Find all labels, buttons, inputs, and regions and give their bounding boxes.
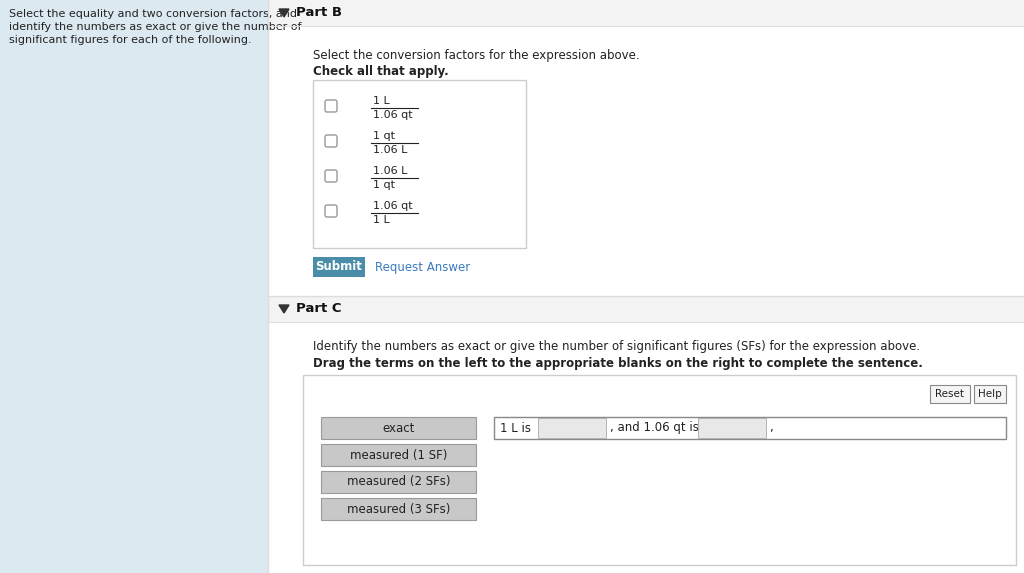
Text: 1.06 qt: 1.06 qt	[373, 201, 413, 211]
Polygon shape	[279, 305, 289, 313]
Text: significant figures for each of the following.: significant figures for each of the foll…	[9, 35, 252, 45]
FancyBboxPatch shape	[325, 135, 337, 147]
FancyBboxPatch shape	[538, 418, 606, 438]
Text: measured (2 SFs): measured (2 SFs)	[347, 476, 451, 489]
Text: 1.06 L: 1.06 L	[373, 166, 408, 176]
Text: Check all that apply.: Check all that apply.	[313, 65, 449, 78]
Text: Reset: Reset	[936, 389, 965, 399]
Text: identify the numbers as exact or give the number of: identify the numbers as exact or give th…	[9, 22, 301, 32]
Polygon shape	[279, 9, 289, 17]
FancyBboxPatch shape	[321, 417, 476, 439]
FancyBboxPatch shape	[325, 100, 337, 112]
Text: 1 L: 1 L	[373, 96, 390, 106]
Text: 1 L: 1 L	[373, 215, 390, 225]
FancyBboxPatch shape	[0, 0, 268, 573]
Text: 1 L is: 1 L is	[500, 422, 531, 434]
FancyBboxPatch shape	[321, 498, 476, 520]
Text: 1 qt: 1 qt	[373, 131, 395, 141]
Text: 1.06 L: 1.06 L	[373, 145, 408, 155]
Text: Part B: Part B	[296, 6, 342, 19]
FancyBboxPatch shape	[698, 418, 766, 438]
FancyBboxPatch shape	[313, 80, 526, 248]
Text: ,: ,	[769, 422, 773, 434]
Text: Request Answer: Request Answer	[375, 261, 470, 273]
FancyBboxPatch shape	[321, 471, 476, 493]
Text: Identify the numbers as exact or give the number of significant figures (SFs) fo: Identify the numbers as exact or give th…	[313, 340, 921, 353]
FancyBboxPatch shape	[303, 375, 1016, 565]
FancyBboxPatch shape	[313, 257, 365, 277]
Text: measured (1 SF): measured (1 SF)	[350, 449, 447, 461]
FancyBboxPatch shape	[974, 385, 1006, 403]
Text: Drag the terms on the left to the appropriate blanks on the right to complete th: Drag the terms on the left to the approp…	[313, 357, 923, 370]
Text: 1.06 qt: 1.06 qt	[373, 110, 413, 120]
Text: , and 1.06 qt is: , and 1.06 qt is	[610, 422, 698, 434]
FancyBboxPatch shape	[321, 444, 476, 466]
FancyBboxPatch shape	[268, 0, 1024, 26]
FancyBboxPatch shape	[494, 417, 1006, 439]
FancyBboxPatch shape	[268, 296, 1024, 322]
Text: Help: Help	[978, 389, 1001, 399]
Text: measured (3 SFs): measured (3 SFs)	[347, 503, 451, 516]
Text: Select the equality and two conversion factors, and: Select the equality and two conversion f…	[9, 9, 297, 19]
FancyBboxPatch shape	[325, 170, 337, 182]
Text: Select the conversion factors for the expression above.: Select the conversion factors for the ex…	[313, 49, 640, 62]
FancyBboxPatch shape	[930, 385, 970, 403]
FancyBboxPatch shape	[325, 205, 337, 217]
Text: Submit: Submit	[315, 261, 362, 273]
Text: Part C: Part C	[296, 303, 341, 316]
Text: 1 qt: 1 qt	[373, 180, 395, 190]
Text: exact: exact	[382, 422, 415, 434]
